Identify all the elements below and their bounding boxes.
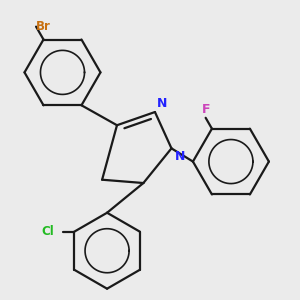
Text: Cl: Cl bbox=[42, 225, 54, 238]
Text: Br: Br bbox=[36, 20, 51, 33]
Text: N: N bbox=[175, 150, 185, 163]
Text: F: F bbox=[201, 103, 210, 116]
Text: N: N bbox=[157, 98, 167, 110]
